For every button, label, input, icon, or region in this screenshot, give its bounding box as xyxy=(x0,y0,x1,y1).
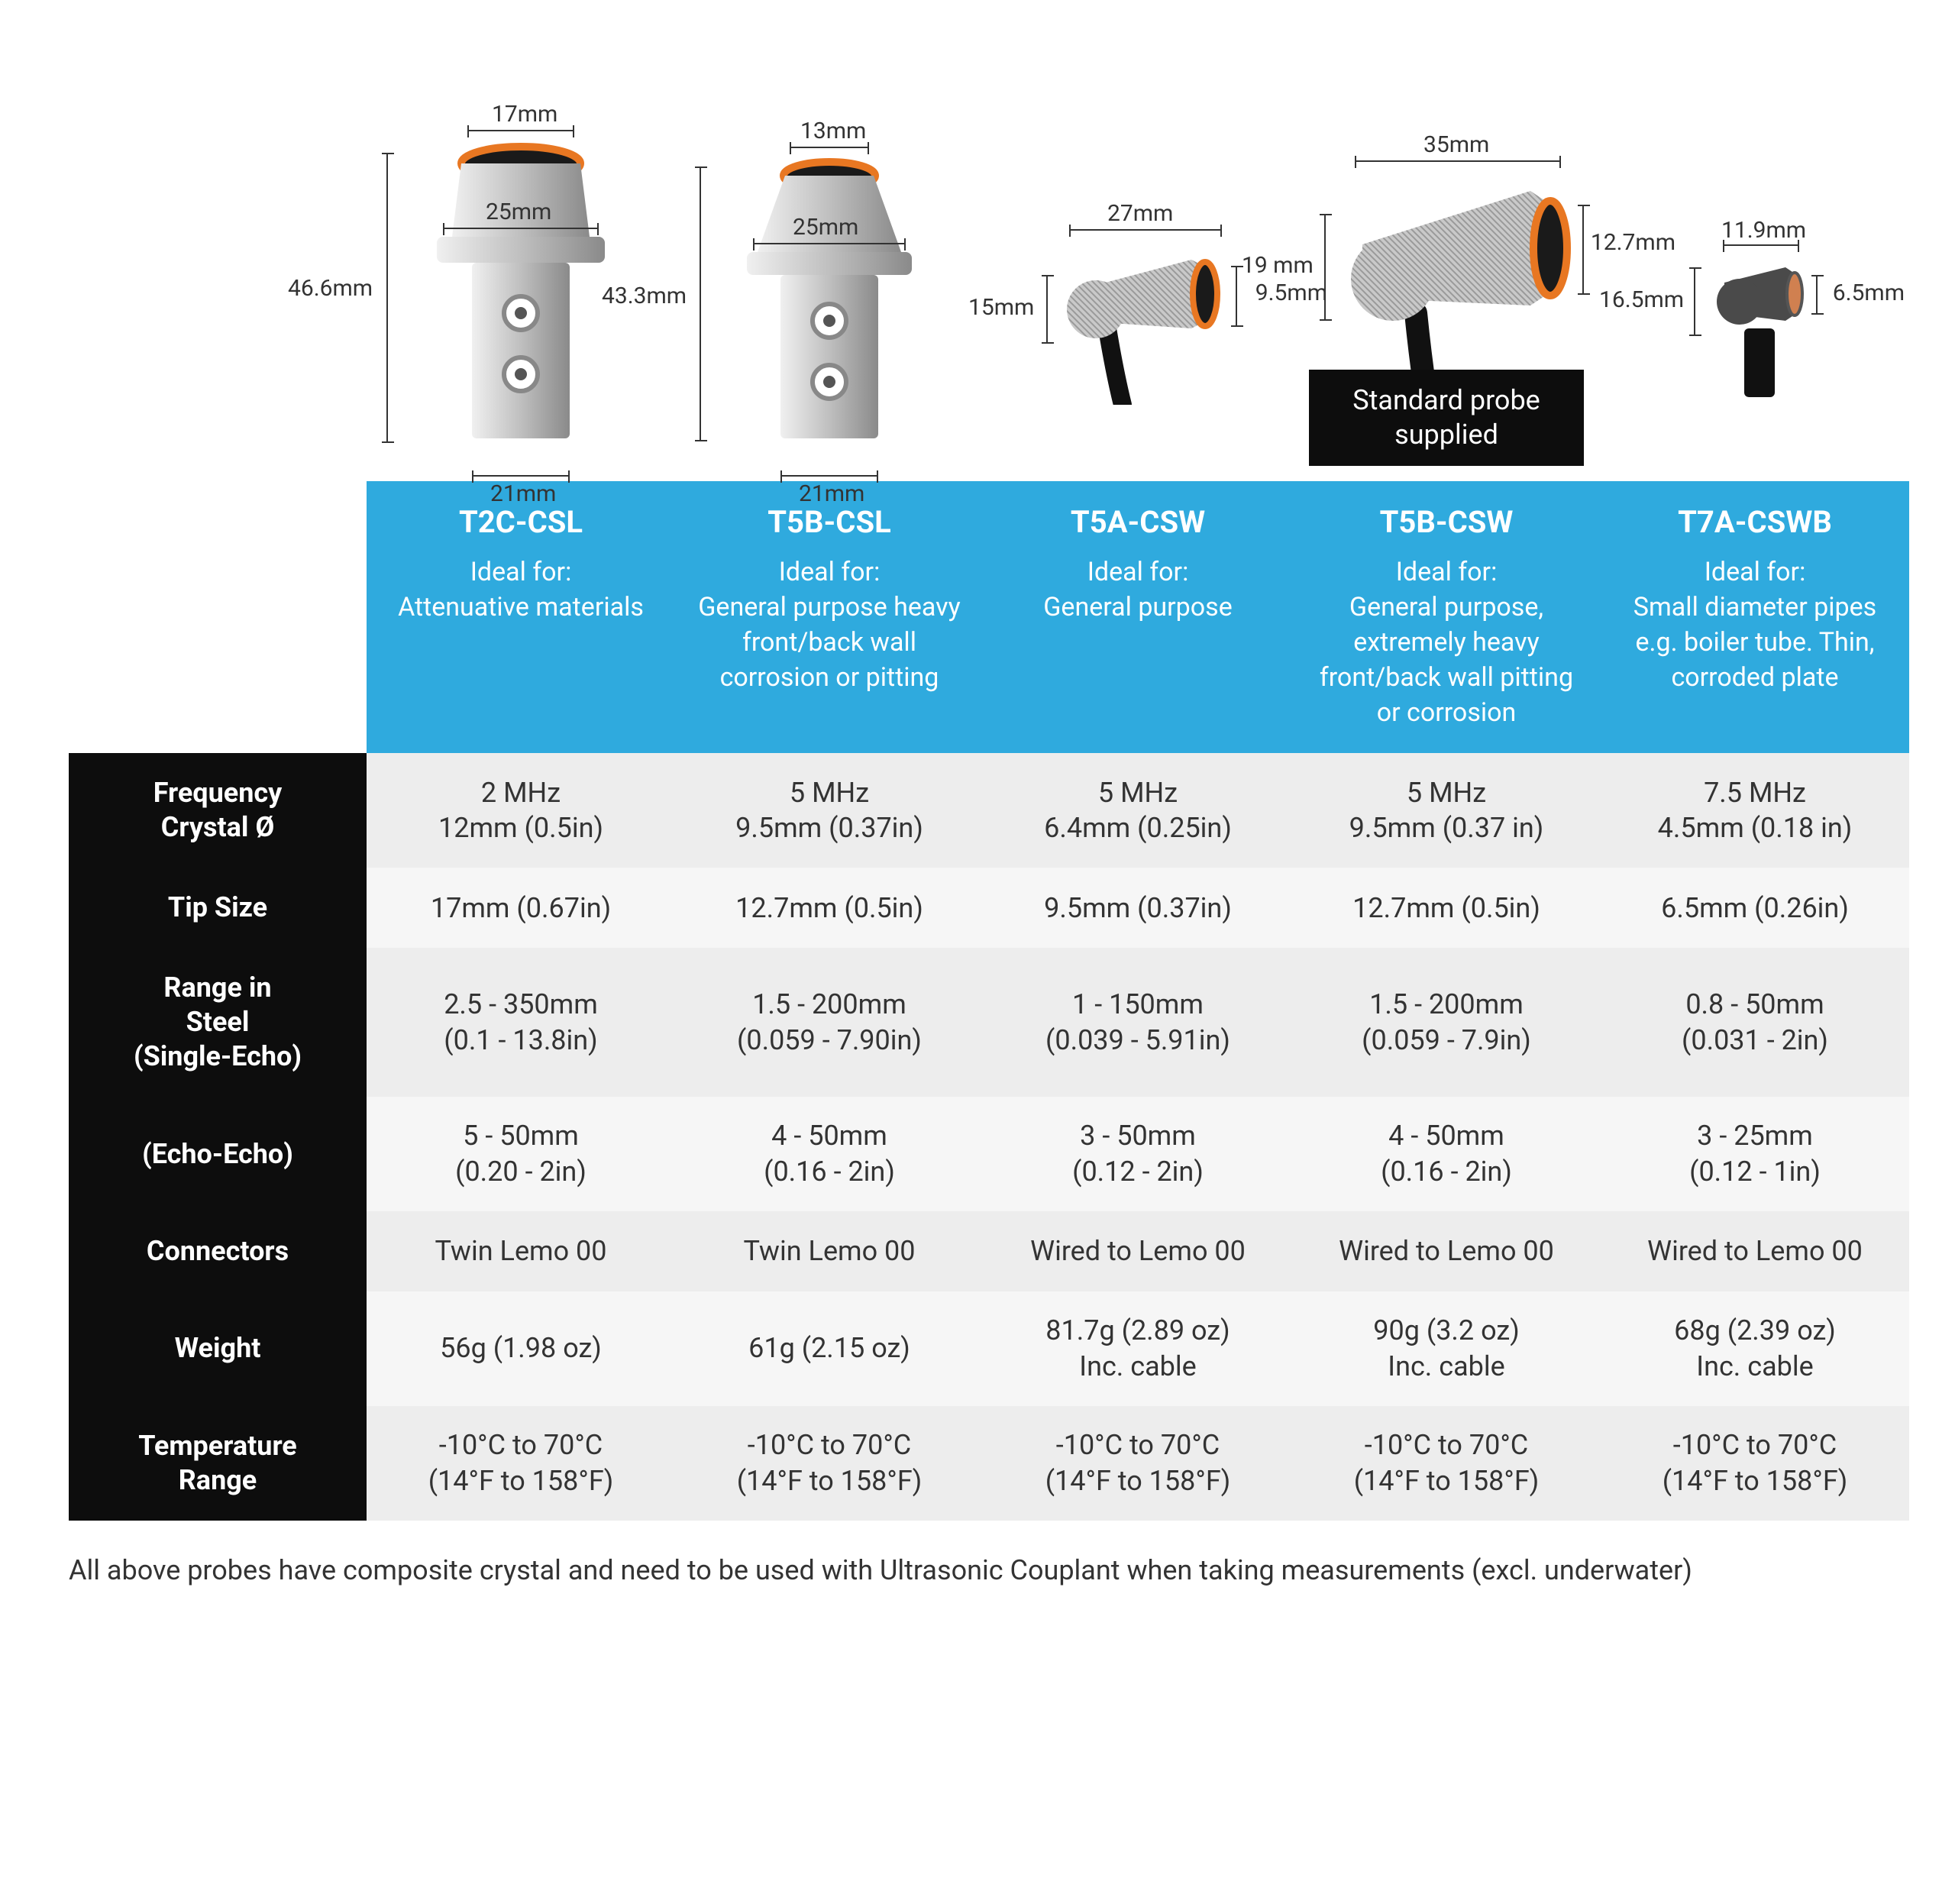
row-header: Tip Size xyxy=(69,868,367,948)
dim-t2c-height: 46.6mm xyxy=(288,275,373,302)
colhdr-t5b-csw: T5B-CSW Ideal for:General purpose, extre… xyxy=(1292,481,1601,753)
dim-t5bcsw-width: 35mm xyxy=(1423,131,1489,158)
table-cell: 17mm (0.67in) xyxy=(367,868,675,948)
table-row: Tip Size17mm (0.67in)12.7mm (0.5in)9.5mm… xyxy=(69,868,1909,948)
probe-images-row: 17mm 25mm 46.6mm 21mm xyxy=(69,31,1909,458)
table-row: Range inSteel(Single-Echo)2.5 - 350mm(0.… xyxy=(69,948,1909,1097)
row-header: Connectors xyxy=(69,1211,367,1291)
table-cell: 81.7g (2.89 oz)Inc. cable xyxy=(984,1291,1292,1406)
table-cell: -10°C to 70°C(14°F to 158°F) xyxy=(984,1406,1292,1521)
model-label: T7A-CSWB xyxy=(1617,504,1892,540)
dim-t5bcsw-height: 19 mm xyxy=(1242,252,1314,279)
dim-t2c-base: 21mm xyxy=(490,480,556,507)
table-cell: 5 - 50mm(0.20 - 2in) xyxy=(367,1097,675,1211)
colhdr-t5b-csl: T5B-CSL Ideal for:General purpose heavy … xyxy=(675,481,984,753)
dim-t5bcsl-top: 13mm xyxy=(800,118,866,144)
table-cell: 5 MHz9.5mm (0.37in) xyxy=(675,753,984,868)
table-cell: 0.8 - 50mm(0.031 - 2in) xyxy=(1601,948,1909,1097)
spec-table: T2C-CSL Ideal for:Attenuative materials … xyxy=(69,481,1909,1521)
table-cell: 1 - 150mm(0.039 - 5.91in) xyxy=(984,948,1292,1097)
table-cell: 3 - 25mm(0.12 - 1in) xyxy=(1601,1097,1909,1211)
table-cell: 5 MHz6.4mm (0.25in) xyxy=(984,753,1292,868)
table-cell: Twin Lemo 00 xyxy=(675,1211,984,1291)
table-cell: Twin Lemo 00 xyxy=(367,1211,675,1291)
table-cell: 12.7mm (0.5in) xyxy=(675,868,984,948)
table-cell: 4 - 50mm(0.16 - 2in) xyxy=(1292,1097,1601,1211)
page: 17mm 25mm 46.6mm 21mm xyxy=(0,0,1955,1620)
table-cell: 56g (1.98 oz) xyxy=(367,1291,675,1406)
dim-t5bcsl-flange: 25mm xyxy=(793,214,858,241)
table-cell: 12.7mm (0.5in) xyxy=(1292,868,1601,948)
footnote: All above probes have composite crystal … xyxy=(69,1551,1909,1589)
table-cell: 2.5 - 350mm(0.1 - 13.8in) xyxy=(367,948,675,1097)
table-cell: 68g (2.39 oz)Inc. cable xyxy=(1601,1291,1909,1406)
probe-image-t2c-csl: 17mm 25mm 46.6mm 21mm xyxy=(367,31,675,458)
dim-t5bcsl-base: 21mm xyxy=(799,480,864,507)
table-cell: 1.5 - 200mm(0.059 - 7.90in) xyxy=(675,948,984,1097)
dim-t7a-tip: 6.5mm xyxy=(1833,280,1905,306)
dim-t5bcsl-height: 43.3mm xyxy=(602,283,687,309)
probe-image-t7a-cswb: 11.9mm 16.5mm 6.5mm xyxy=(1601,31,1909,458)
table-row: ConnectorsTwin Lemo 00Twin Lemo 00Wired … xyxy=(69,1211,1909,1291)
table-cell: 1.5 - 200mm(0.059 - 7.9in) xyxy=(1292,948,1601,1097)
table-cell: Wired to Lemo 00 xyxy=(1292,1211,1601,1291)
colhdr-t7a-cswb: T7A-CSWB Ideal for:Small diameter pipes … xyxy=(1601,481,1909,753)
table-cell: 7.5 MHz4.5mm (0.18 in) xyxy=(1601,753,1909,868)
table-cell: 5 MHz9.5mm (0.37 in) xyxy=(1292,753,1601,868)
table-row: FrequencyCrystal Ø2 MHz12mm (0.5in)5 MHz… xyxy=(69,753,1909,868)
colhdr-t5a-csw: T5A-CSW Ideal for:General purpose xyxy=(984,481,1292,753)
row-header: (Echo-Echo) xyxy=(69,1097,367,1211)
table-cell: -10°C to 70°C(14°F to 158°F) xyxy=(1292,1406,1601,1521)
table-cell: 2 MHz12mm (0.5in) xyxy=(367,753,675,868)
table-cell: Wired to Lemo 00 xyxy=(1601,1211,1909,1291)
table-cell: -10°C to 70°C(14°F to 158°F) xyxy=(675,1406,984,1521)
table-cell: Wired to Lemo 00 xyxy=(984,1211,1292,1291)
table-cell: 90g (3.2 oz)Inc. cable xyxy=(1292,1291,1601,1406)
table-cell: 3 - 50mm(0.12 - 2in) xyxy=(984,1097,1292,1211)
dim-t2c-top: 17mm xyxy=(492,101,557,128)
model-label: T5B-CSL xyxy=(692,504,967,540)
dim-t2c-flange: 25mm xyxy=(486,199,551,225)
model-label: T2C-CSL xyxy=(383,504,658,540)
probe-svg-straight xyxy=(422,122,620,458)
table-cell: -10°C to 70°C(14°F to 158°F) xyxy=(367,1406,675,1521)
table-cell: 61g (2.15 oz) xyxy=(675,1291,984,1406)
row-header: TemperatureRange xyxy=(69,1406,367,1521)
probe-image-t5b-csw: 35mm 19 mm 12.7mm Standard probe supplie… xyxy=(1292,31,1601,458)
probe-svg-straight xyxy=(730,137,929,458)
table-cell: 6.5mm (0.26in) xyxy=(1601,868,1909,948)
spec-header-row: T2C-CSL Ideal for:Attenuative materials … xyxy=(69,481,1909,753)
colhdr-t2c-csl: T2C-CSL Ideal for:Attenuative materials xyxy=(367,481,675,753)
dim-t5acsw-height: 15mm xyxy=(968,294,1034,321)
table-row: TemperatureRange-10°C to 70°C(14°F to 15… xyxy=(69,1406,1909,1521)
table-cell: 9.5mm (0.37in) xyxy=(984,868,1292,948)
table-cell: 4 - 50mm(0.16 - 2in) xyxy=(675,1097,984,1211)
row-header: Range inSteel(Single-Echo) xyxy=(69,948,367,1097)
dim-t5acsw-width: 27mm xyxy=(1107,200,1173,227)
table-row: Weight56g (1.98 oz)61g (2.15 oz)81.7g (2… xyxy=(69,1291,1909,1406)
probe-image-t5a-csw: 27mm 15mm 9.5mm xyxy=(984,31,1292,458)
model-label: T5A-CSW xyxy=(1000,504,1275,540)
standard-probe-badge: Standard probe supplied xyxy=(1309,370,1584,466)
table-cell: -10°C to 70°C(14°F to 158°F) xyxy=(1601,1406,1909,1521)
row-header: FrequencyCrystal Ø xyxy=(69,753,367,868)
probe-image-t5b-csl: 13mm 25mm 43.3mm 21mm xyxy=(675,31,984,458)
model-label: T5B-CSW xyxy=(1309,504,1584,540)
dim-t7a-width: 11.9mm xyxy=(1721,217,1806,244)
dim-t7a-height: 16.5mm xyxy=(1599,286,1684,313)
row-header: Weight xyxy=(69,1291,367,1406)
table-row: (Echo-Echo)5 - 50mm(0.20 - 2in)4 - 50mm(… xyxy=(69,1097,1909,1211)
